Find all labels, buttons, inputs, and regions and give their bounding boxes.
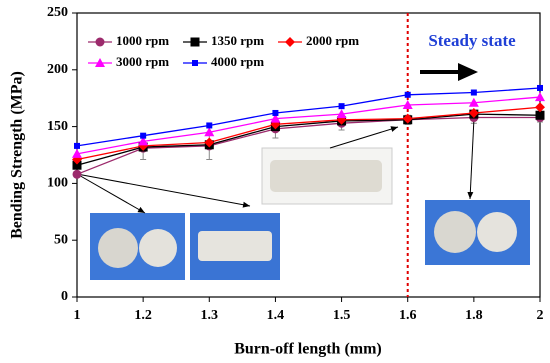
- x-axis-title: Burn-off length (mm): [234, 341, 382, 358]
- series-line: [76, 96, 541, 155]
- pointer: [76, 173, 251, 208]
- data-point: [402, 113, 413, 124]
- pointer: [76, 173, 146, 214]
- data-point: [72, 148, 82, 158]
- legend-label: 2000 rpm: [306, 33, 359, 48]
- x-tick-label: 1.3: [201, 308, 219, 323]
- legend-marker: [95, 58, 105, 67]
- photos: [76, 117, 530, 280]
- photo-sample: [477, 212, 517, 252]
- legend-marker: [95, 37, 105, 47]
- data-point: [72, 160, 82, 170]
- data-point: [338, 103, 345, 110]
- data-point: [470, 89, 477, 96]
- data-point: [535, 102, 545, 113]
- pointer: [329, 126, 399, 149]
- legend-label: 3000 rpm: [116, 54, 169, 69]
- y-tick-label: 150: [47, 119, 68, 134]
- x-tick-label: 1.4: [267, 308, 285, 323]
- legend-marker: [190, 37, 200, 47]
- x-tick-label: 1.5: [333, 308, 351, 323]
- legend-marker: [285, 37, 295, 47]
- photo-sample: [98, 228, 138, 268]
- series-line: [76, 106, 541, 161]
- photo-sample: [198, 231, 272, 261]
- series-line: [76, 116, 540, 175]
- data-point: [272, 109, 279, 116]
- data-point: [336, 109, 347, 119]
- data-point: [537, 84, 543, 91]
- x-tick-label: 1.6: [399, 308, 417, 323]
- y-axis-title: Bending Strength (MPa): [9, 71, 26, 239]
- y-tick-label: 250: [47, 5, 68, 20]
- x-tick-label: 1: [74, 308, 81, 323]
- x-tick-label: 2: [537, 308, 544, 323]
- y-tick-label: 50: [54, 232, 68, 247]
- series-line: [76, 113, 541, 166]
- data-point: [140, 132, 147, 139]
- data-point: [72, 169, 82, 179]
- x-tick-label: 1.8: [465, 308, 483, 323]
- legend-label: 4000 rpm: [211, 54, 264, 69]
- annotation: Steady state: [428, 31, 516, 50]
- pointer: [467, 117, 475, 200]
- photo-sample: [270, 160, 382, 192]
- data-point: [204, 127, 215, 137]
- photo-sample: [139, 229, 177, 267]
- data-point: [206, 122, 213, 129]
- data-point: [74, 142, 80, 149]
- y-tick-label: 0: [61, 289, 68, 304]
- series-line: [76, 87, 541, 147]
- data-point: [270, 113, 281, 123]
- legend-label: 1000 rpm: [116, 33, 169, 48]
- legend-marker: [192, 60, 198, 66]
- data-point: [535, 92, 545, 102]
- arrow-icon: [420, 63, 478, 81]
- photo-sample: [434, 211, 476, 253]
- data-point: [404, 91, 411, 98]
- data-point: [468, 97, 479, 107]
- data-point: [138, 136, 149, 146]
- x-tick-label: 1.2: [134, 308, 152, 323]
- data-point: [204, 137, 215, 148]
- y-tick-label: 100: [47, 176, 68, 191]
- data-point: [402, 100, 413, 110]
- data-point: [468, 107, 479, 118]
- legend-label: 1350 rpm: [211, 33, 264, 48]
- y-tick-label: 200: [47, 62, 68, 77]
- data-point: [535, 110, 545, 120]
